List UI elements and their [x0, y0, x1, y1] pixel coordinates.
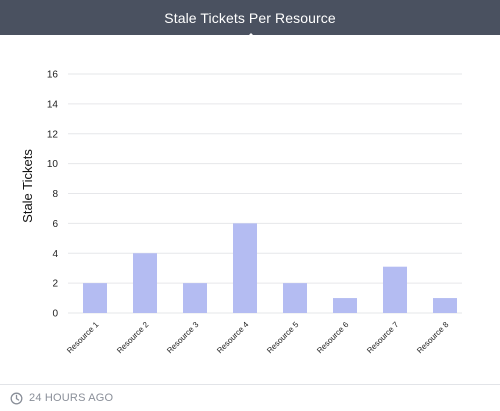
bar[interactable]: [433, 298, 457, 313]
footer-divider: [0, 384, 500, 385]
x-tick-label: Resource 2: [115, 320, 151, 356]
x-tick-label: Resource 8: [415, 320, 451, 356]
y-tick-label: 16: [47, 70, 59, 81]
x-tick-label: Resource 1: [65, 320, 101, 356]
y-tick-label: 10: [47, 159, 59, 170]
x-tick-label: Resource 5: [265, 320, 301, 356]
x-tick-label: Resource 3: [165, 320, 201, 356]
bar[interactable]: [83, 283, 107, 313]
header-pointer: [246, 33, 256, 38]
bar[interactable]: [133, 253, 157, 313]
chart-title: Stale Tickets Per Resource: [164, 9, 336, 26]
y-tick-label: 6: [52, 219, 58, 230]
x-tick-label: Resource 4: [215, 320, 251, 356]
last-updated-text: 24 HOURS AGO: [29, 392, 114, 404]
chart-header: Stale Tickets Per Resource: [0, 0, 500, 35]
bar[interactable]: [383, 266, 407, 313]
chart-footer: 24 HOURS AGO: [0, 385, 500, 411]
y-tick-label: 4: [52, 249, 58, 260]
clock-icon: [10, 392, 23, 405]
y-tick-label: 12: [47, 129, 59, 140]
y-tick-label: 2: [52, 279, 58, 290]
y-axis-label: Stale Tickets: [20, 149, 35, 223]
bar-chart: 0 2 4 6 8 10 12 14 16 Resource 1 Resource 2 Resourc…: [20, 70, 462, 356]
bar[interactable]: [333, 298, 357, 313]
bar[interactable]: [183, 283, 207, 313]
bar[interactable]: [233, 223, 257, 313]
y-tick-label: 8: [52, 189, 58, 200]
y-tick-label: 0: [52, 309, 58, 320]
x-tick-label: Resource 7: [365, 320, 401, 356]
bar-layer: [83, 223, 457, 313]
y-tick-label: 14: [47, 99, 59, 110]
bar[interactable]: [283, 283, 307, 313]
x-tick-label: Resource 6: [315, 320, 351, 356]
chart-area: 0 2 4 6 8 10 12 14 16 Resource 1 Resource 2 Resourc…: [0, 38, 500, 378]
